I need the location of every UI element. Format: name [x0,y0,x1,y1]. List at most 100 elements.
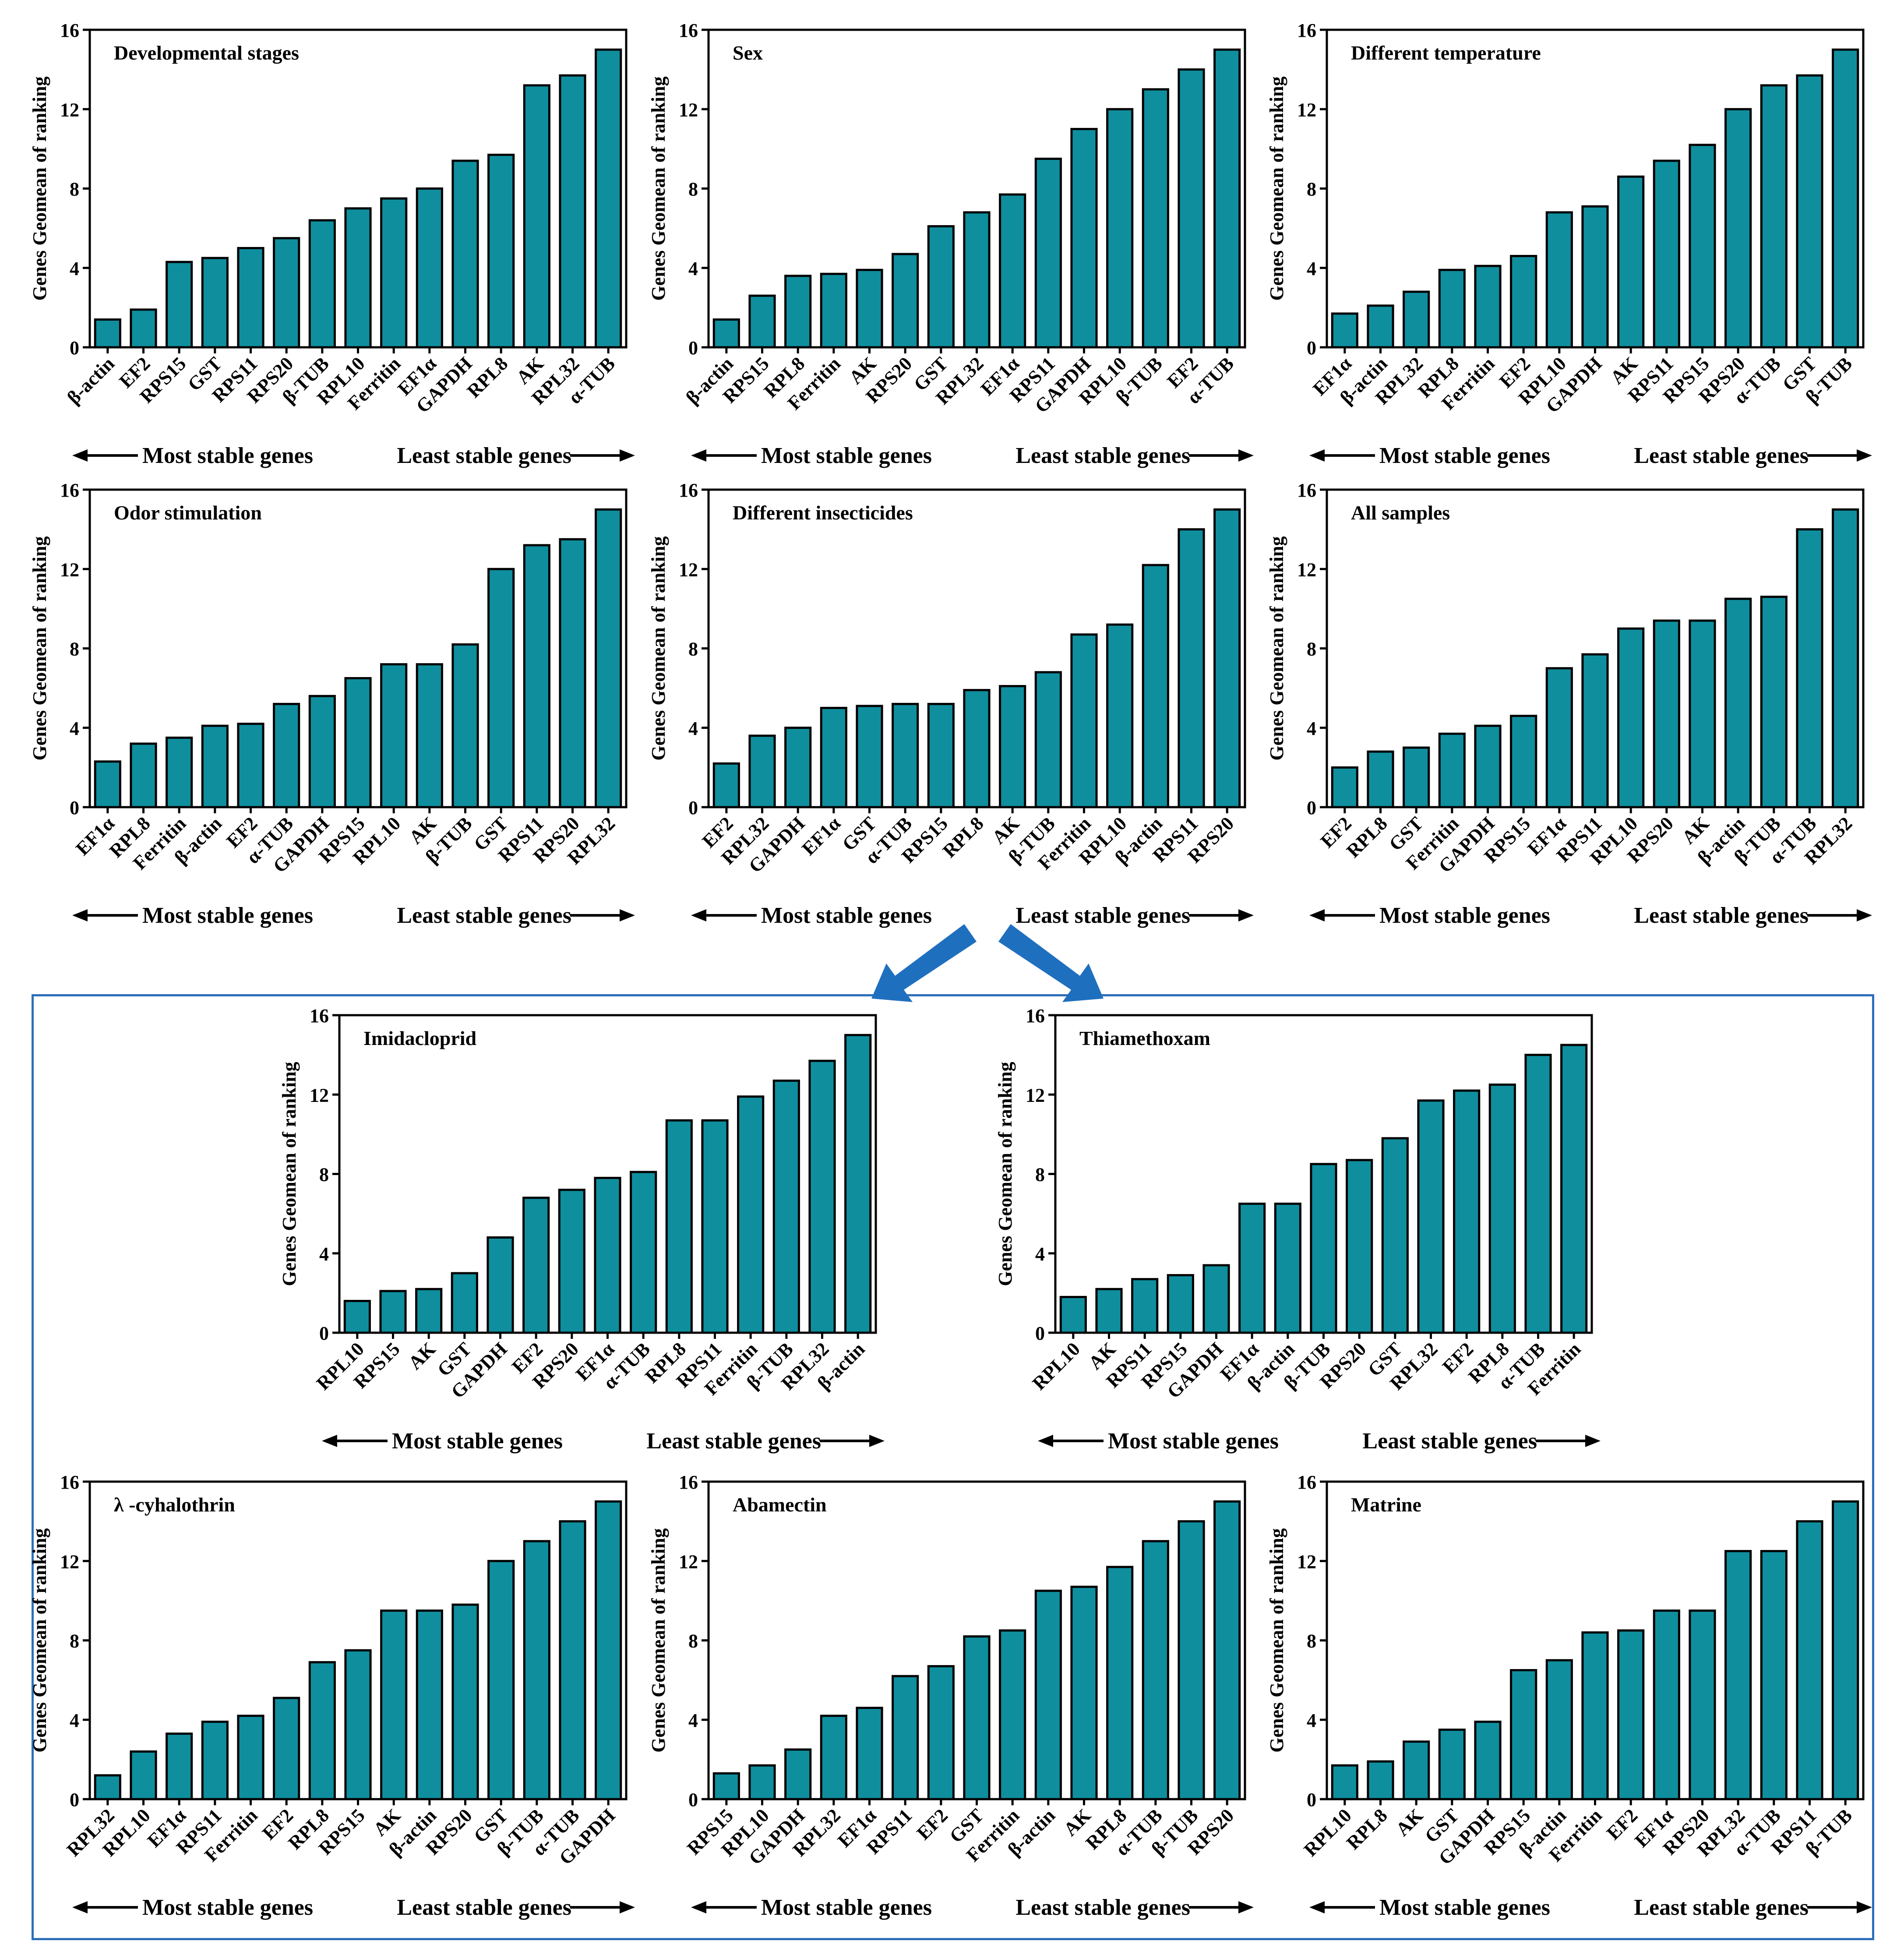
bar-rpl8 [487,153,515,349]
chart-title: λ -cyhalothrin [114,1493,235,1516]
bar-ef1 [999,193,1026,349]
bar-rpl32 [1403,290,1430,349]
arrow-left-icon [72,909,88,921]
bar-ak [1689,619,1716,808]
bar-rps20 [1689,1610,1716,1800]
arrow-right-icon [1238,909,1254,921]
y-tick-label: 4 [70,1710,79,1731]
y-tick-label: 0 [70,1789,79,1811]
chart-panel-cyhalothrin: 0481216RPL32RPL10EF1αRPS11FerritinEF2RPL… [29,1472,635,1920]
bar-rps11 [1581,653,1609,808]
bar-ferritin [1438,732,1466,808]
bar-rpl8 [1488,1084,1516,1334]
bar-rps11 [1178,528,1205,808]
y-tick-label: 8 [70,639,79,660]
arrow-left-icon [1038,1435,1053,1447]
y-tick-label: 0 [70,337,79,359]
x-tick-label-ef1: EF1α [798,812,845,860]
bar-rps11 [1796,1520,1823,1800]
bar-gapdh [1581,205,1609,349]
bar-gapdh [1474,724,1502,808]
bar-rps20 [892,253,919,349]
y-tick-label: 0 [688,337,698,359]
most-stable-label: Most stable genes [761,1895,932,1920]
bar-gst [1796,74,1823,349]
bar-actin [1724,597,1752,808]
y-tick-label: 12 [679,99,698,120]
bar-gst [1381,1137,1409,1334]
bar-rpl10 [1106,108,1134,349]
bar-actin [1367,304,1394,349]
bar-tub [630,1171,657,1334]
bar-rps20 [1653,619,1680,808]
bar-rps20 [1213,1500,1241,1800]
y-tick-label: 4 [319,1243,329,1265]
y-tick-label: 4 [70,718,79,739]
y-tick-label: 8 [70,179,79,200]
bar-ef1 [856,1707,883,1800]
x-tick-label-rpl8: RPL8 [1342,812,1391,861]
bar-tub [1142,88,1169,349]
bar-tub [523,1540,550,1800]
bar-ak [1617,175,1645,349]
bar-rps15 [166,261,193,349]
bar-ef2 [1453,1089,1481,1334]
bar-gapdh [784,1748,812,1800]
bar-tub [1796,528,1823,808]
bar-ak [1070,1585,1098,1800]
y-axis-label: Genes Geomean of ranking [1266,536,1287,760]
bar-gst [927,225,955,349]
bar-ferritin [820,272,847,349]
bar-actin [712,318,740,349]
y-tick-label: 12 [60,1551,79,1572]
chart-panel-abamectin: 0481216RPS15RPL10GAPDHRPL32EF1αRPS11EF2G… [648,1472,1254,1920]
y-tick-label: 16 [679,1472,698,1493]
stability-legend: Most stable genes Least stable genes [1309,903,1872,928]
bar-gst [856,705,883,808]
y-tick-label: 4 [70,258,79,279]
bar-gst [487,568,515,808]
bar-ef1 [94,760,121,808]
chart-title: Developmental stages [114,42,299,64]
bar-ferritin [380,197,408,349]
bar-tub [559,1520,586,1800]
bar-tub [451,643,479,808]
chart-title: Matrine [1351,1493,1421,1516]
bar-actin [844,1034,872,1334]
y-tick-label: 8 [1307,179,1316,200]
bar-tub [308,219,336,349]
y-axis-label: Genes Geomean of ranking [29,76,50,300]
bar-tub [1832,48,1859,349]
bar-tub [892,702,919,808]
bar-rpl10 [380,663,408,808]
chart-panel-all-samples: 0481216EF2RPL8GSTFerritinGAPDHRPS15EF1αR… [1266,480,1872,928]
bar-rpl32 [559,74,586,349]
bar-rps15 [379,1290,407,1334]
y-tick-label: 12 [1297,1551,1316,1572]
most-stable-label: Most stable genes [761,903,932,928]
y-tick-label: 0 [688,797,698,819]
bar-ef2 [712,762,740,808]
y-axis-label: Genes Geomean of ranking [648,76,669,300]
bar-ef2 [237,723,264,808]
arrow-right-icon [1857,449,1872,462]
least-stable-label: Least stable genes [397,903,571,928]
y-tick-label: 12 [60,99,79,120]
bar-rpl32 [595,508,622,808]
y-tick-label: 16 [1297,480,1316,501]
bar-ef2 [927,1665,955,1800]
y-tick-label: 4 [1307,1710,1316,1731]
x-tick-label-ak: AK [404,1338,440,1373]
y-tick-label: 8 [688,1631,698,1652]
bar-tub [1760,596,1788,808]
arrow-left-icon [72,1901,88,1913]
most-stable-label: Most stable genes [761,443,932,468]
bar-rps11 [1653,159,1680,349]
bar-gst [963,1635,991,1800]
bar-gapdh [487,1236,514,1334]
chart-title: Different temperature [1351,42,1541,64]
bar-tub [1034,671,1062,808]
